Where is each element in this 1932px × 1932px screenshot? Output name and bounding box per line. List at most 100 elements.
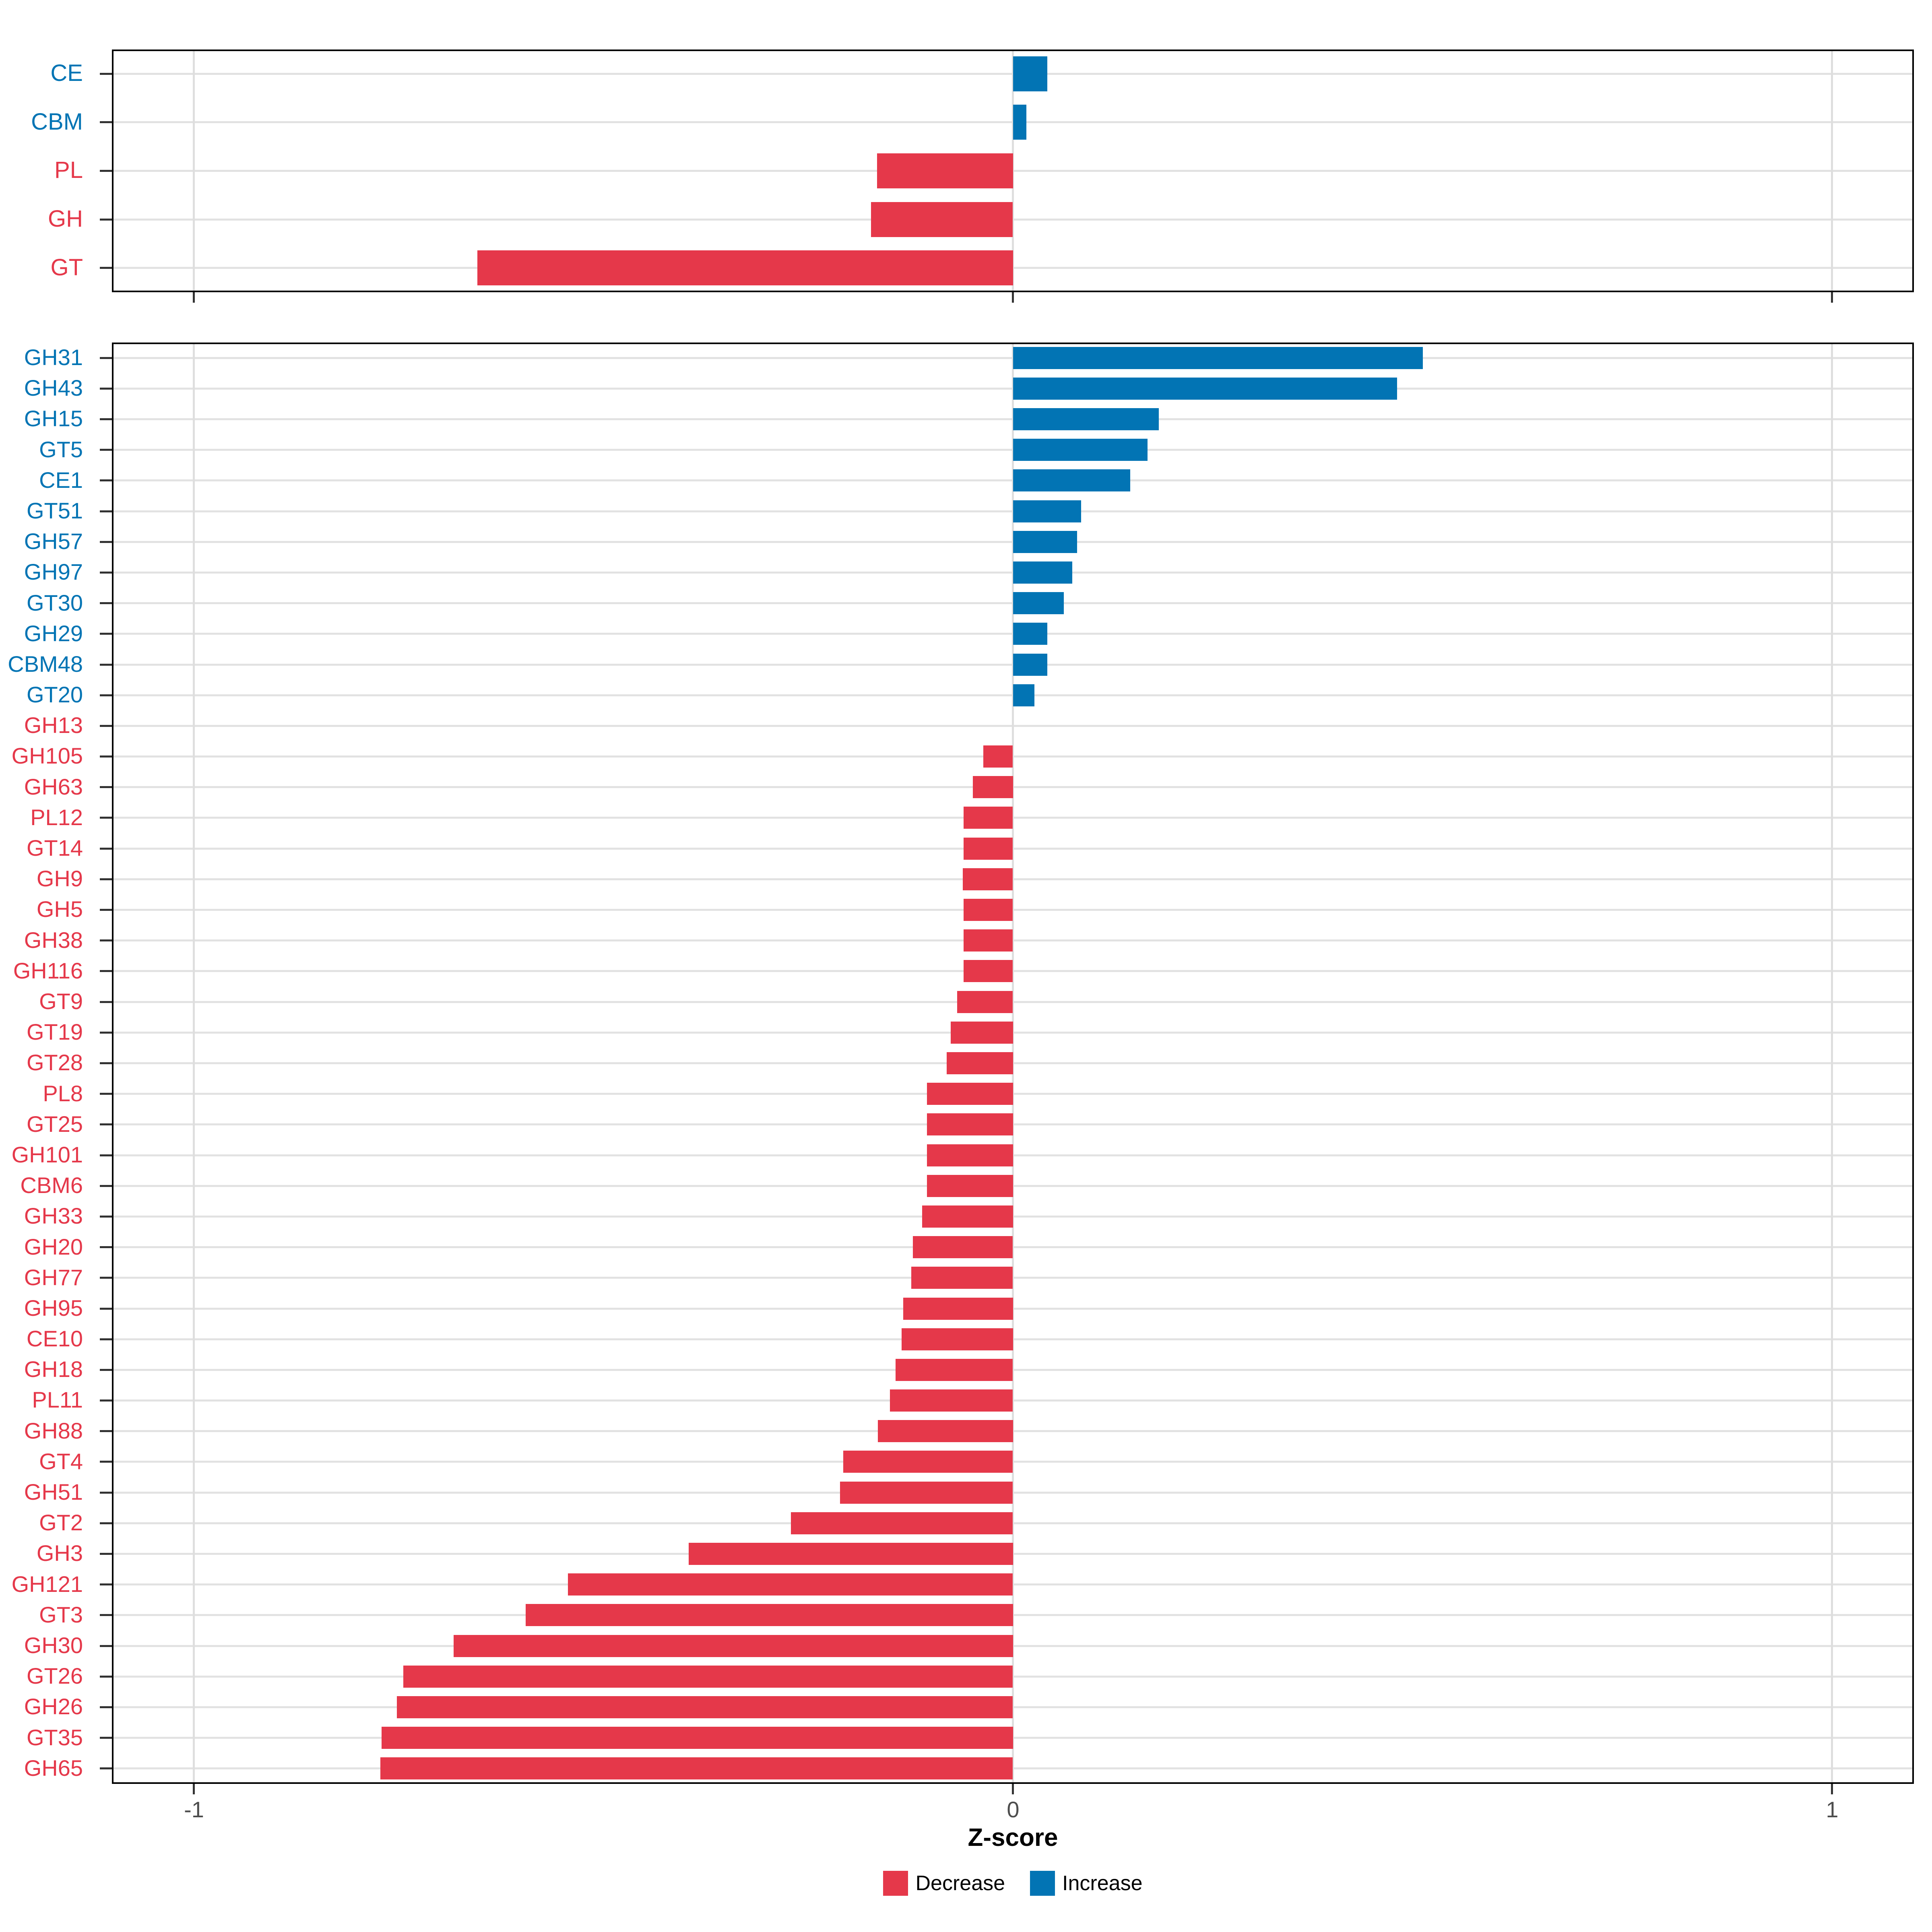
y-axis-label-GH33: GH33: [24, 1203, 83, 1228]
y-tick: [100, 541, 112, 543]
y-tick: [100, 121, 112, 123]
y-axis-label-GH43: GH43: [24, 375, 83, 400]
y-tick: [100, 1001, 112, 1003]
y-tick: [100, 878, 112, 880]
y-tick: [100, 1308, 112, 1310]
bar-GT25: [927, 1113, 1013, 1135]
x-tick: [193, 292, 195, 303]
y-axis-label-CBM48: CBM48: [8, 651, 83, 677]
y-tick: [100, 388, 112, 390]
y-tick: [100, 1706, 112, 1708]
bar-PL11: [890, 1389, 1013, 1412]
y-axis-label-GH88: GH88: [24, 1418, 83, 1443]
y-axis-label-GH29: GH29: [24, 621, 83, 646]
x-tick-label-0: 0: [1007, 1797, 1020, 1822]
y-tick: [100, 725, 112, 727]
x-axis-title: Z-score: [968, 1824, 1058, 1852]
bar-GH9: [963, 868, 1013, 890]
y-tick: [100, 1032, 112, 1034]
y-tick: [100, 510, 112, 512]
y-axis-label-GT14: GT14: [26, 835, 83, 861]
y-tick: [100, 664, 112, 666]
bar-GH65: [380, 1757, 1013, 1779]
y-axis-label-GH20: GH20: [24, 1234, 83, 1259]
y-axis-label-GT35: GT35: [26, 1725, 83, 1750]
y-tick: [100, 1338, 112, 1340]
y-tick: [100, 1185, 112, 1187]
legend-swatch-decrease: [883, 1871, 908, 1896]
bar-CBM6: [927, 1175, 1013, 1197]
bar-CBM: [1013, 105, 1026, 140]
gridline-vertical: [193, 51, 195, 291]
y-axis-label-CBM: CBM: [31, 109, 83, 135]
bar-GT30: [1013, 592, 1064, 614]
legend: Decrease Increase: [112, 1871, 1914, 1896]
y-tick: [100, 1062, 112, 1064]
x-tick: [1012, 1784, 1014, 1794]
y-tick: [100, 572, 112, 574]
y-tick: [100, 1492, 112, 1494]
y-tick: [100, 479, 112, 481]
x-tick: [1831, 292, 1833, 303]
bar-GH43: [1013, 378, 1397, 400]
y-axis-label-GH30: GH30: [24, 1633, 83, 1658]
bar-GH33: [922, 1205, 1013, 1228]
bar-CBM48: [1013, 654, 1047, 676]
bar-GT51: [1013, 500, 1081, 522]
y-axis-label-GH18: GH18: [24, 1356, 83, 1382]
y-tick: [100, 1614, 112, 1616]
y-axis-label-GH97: GH97: [24, 559, 83, 584]
y-axis-label-GT30: GT30: [26, 590, 83, 615]
legend-label-increase: Increase: [1062, 1872, 1143, 1895]
bar-GH5: [964, 899, 1013, 921]
y-axis-label-CE: CE: [50, 60, 83, 86]
gridline-vertical: [1831, 344, 1833, 1782]
y-axis-label-CE10: CE10: [26, 1326, 83, 1351]
y-axis-label-PL12: PL12: [30, 805, 83, 830]
y-axis-label-GT5: GT5: [39, 437, 83, 462]
y-tick: [100, 1369, 112, 1371]
y-axis-label-GH101: GH101: [11, 1142, 83, 1167]
bar-GH26: [397, 1696, 1013, 1718]
y-axis-label-GT26: GT26: [26, 1663, 83, 1688]
bar-GT14: [964, 838, 1013, 860]
y-axis-label-GH15: GH15: [24, 406, 83, 431]
bar-GH95: [903, 1298, 1013, 1320]
bar-GH30: [454, 1635, 1013, 1657]
bar-GH116: [964, 960, 1013, 982]
bar-PL12: [964, 807, 1013, 829]
y-axis-label-GH63: GH63: [24, 774, 83, 799]
y-tick: [100, 1246, 112, 1248]
y-tick: [100, 357, 112, 359]
y-axis-label-GT9: GT9: [39, 989, 83, 1014]
y-axis-label-GT51: GT51: [26, 498, 83, 523]
y-axis-label-CE1: CE1: [39, 467, 83, 493]
y-tick: [100, 1737, 112, 1739]
bar-CE1: [1013, 469, 1130, 491]
y-tick: [100, 219, 112, 221]
bar-GH63: [973, 776, 1013, 798]
y-tick: [100, 1216, 112, 1218]
y-axis-label-GH57: GH57: [24, 528, 83, 554]
x-tick: [193, 1784, 195, 1794]
y-tick: [100, 1767, 112, 1769]
x-tick-label-1: 1: [1826, 1797, 1839, 1822]
y-tick: [100, 449, 112, 451]
y-axis-label-GH51: GH51: [24, 1479, 83, 1505]
y-axis-label-GT4: GT4: [39, 1449, 83, 1474]
bar-GH18: [896, 1359, 1013, 1381]
y-tick: [100, 1123, 112, 1125]
y-axis-label-PL11: PL11: [32, 1387, 83, 1412]
gridline-vertical: [1831, 51, 1833, 291]
y-axis-label-GH77: GH77: [24, 1265, 83, 1290]
y-axis-label-GH9: GH9: [36, 866, 83, 891]
bar-GH29: [1013, 623, 1047, 645]
y-tick: [100, 694, 112, 696]
bar-GT28: [947, 1052, 1013, 1074]
y-axis-label-CBM6: CBM6: [20, 1172, 83, 1198]
bar-GH88: [878, 1420, 1013, 1442]
y-axis-label-GT2: GT2: [39, 1510, 83, 1535]
gridline-vertical: [193, 344, 195, 1782]
bar-GT2: [791, 1512, 1013, 1534]
y-tick: [100, 1154, 112, 1156]
